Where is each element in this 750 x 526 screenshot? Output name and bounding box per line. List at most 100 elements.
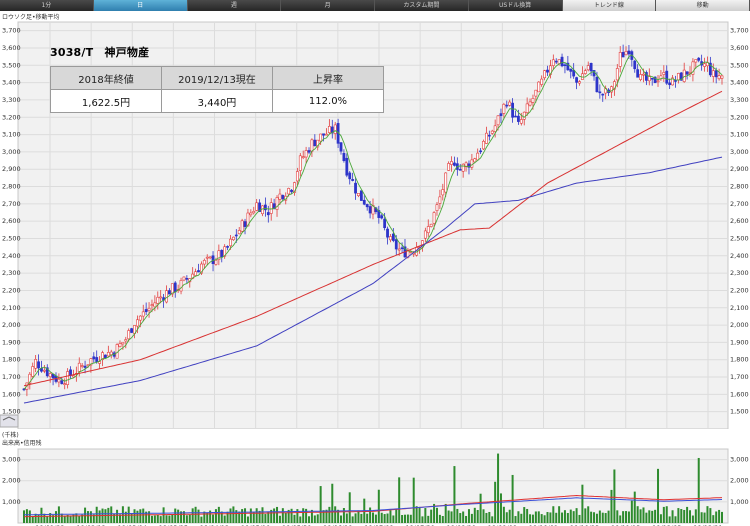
price-tick-label-left: 3,000 <box>2 148 21 156</box>
tab-weekly[interactable]: 週 <box>187 0 282 11</box>
candle-body <box>662 72 666 75</box>
candle-body <box>464 162 468 168</box>
volume-bar <box>662 506 665 523</box>
tab-monthly[interactable]: 月 <box>281 0 375 11</box>
volume-bar <box>578 514 581 523</box>
volume-bar <box>220 511 223 523</box>
header-change-rate: 上昇率 <box>272 66 384 90</box>
candle-body <box>482 141 485 150</box>
volume-bar <box>491 516 494 523</box>
candle-body <box>208 256 212 259</box>
volume-bar <box>95 506 98 523</box>
volume-bar <box>627 511 630 523</box>
candle-body <box>141 311 145 317</box>
price-tick-label-right: 3,100 <box>730 131 749 139</box>
candle-body <box>537 81 541 93</box>
ma-mid-line <box>23 90 723 387</box>
volume-bar <box>357 510 360 523</box>
volume-bar <box>465 515 468 523</box>
volume-bar <box>366 513 369 523</box>
volume-bar <box>249 508 252 523</box>
volume-bar <box>92 514 95 523</box>
volume-bar <box>706 506 709 523</box>
candle-body <box>566 62 570 71</box>
volume-bar <box>270 509 273 523</box>
volume-bar <box>642 507 645 523</box>
price-tick-label-left: 3,400 <box>2 79 21 87</box>
candle-body <box>351 179 355 181</box>
volume-bar <box>177 509 180 523</box>
volume-bar <box>584 508 587 523</box>
price-tick-label-right: 2,100 <box>730 304 749 312</box>
volume-bar <box>441 516 444 523</box>
candle-body <box>234 234 238 237</box>
volume-bar <box>552 506 555 523</box>
value-change-rate: 112.0% <box>272 89 384 113</box>
volume-bar <box>72 514 75 523</box>
volume-bar <box>645 512 648 523</box>
volume-bar <box>104 509 107 523</box>
volume-bar <box>171 514 174 523</box>
price-tick-label-left: 2,500 <box>2 234 21 242</box>
panel-scroll-control[interactable] <box>0 414 19 428</box>
candle-body <box>173 282 177 293</box>
volume-bar <box>444 503 447 523</box>
candle-body <box>499 113 503 116</box>
volume-bar <box>168 515 171 523</box>
volume-bar <box>476 510 479 523</box>
volume-bar <box>369 507 372 523</box>
candle-body <box>304 150 308 158</box>
candle-body <box>202 260 206 265</box>
volume-bar <box>497 453 500 523</box>
candle-body <box>298 155 302 171</box>
volume-bar <box>60 513 63 523</box>
candle-body <box>487 134 491 137</box>
volume-bar <box>383 514 386 523</box>
price-tick-label-right: 2,000 <box>730 321 749 329</box>
volume-bar <box>255 508 258 523</box>
volume-bar <box>691 515 694 523</box>
tab-trendline[interactable]: トレンド線 <box>562 0 657 11</box>
tab-usd-conversion[interactable]: USドル換算 <box>468 0 563 11</box>
candle-body <box>447 163 451 171</box>
candle-body <box>37 361 40 369</box>
volume-bar <box>258 510 261 523</box>
candlesticks <box>22 44 724 397</box>
volume-bar <box>37 514 40 523</box>
candle-body <box>578 81 581 84</box>
candle-body <box>627 50 631 55</box>
volume-bar <box>709 508 712 523</box>
tab-1min[interactable]: 1分 <box>0 0 94 11</box>
candle-body <box>104 354 107 358</box>
price-tick-label-left: 2,700 <box>2 200 21 208</box>
volume-bar <box>558 506 561 523</box>
tab-custom-period[interactable]: カスタム期間 <box>375 0 469 11</box>
volume-bar <box>703 512 706 523</box>
price-tick-label-left: 3,300 <box>2 96 21 104</box>
price-tick-label-right: 3,400 <box>730 79 749 87</box>
price-tick-label-left: 2,300 <box>2 269 21 277</box>
volume-date-tick-label: 19/12/21 <box>693 524 722 526</box>
volume-bar <box>139 509 142 523</box>
volume-grid <box>18 459 728 503</box>
candle-body <box>569 68 573 72</box>
candle-body <box>720 75 724 79</box>
volume-bar <box>130 513 133 523</box>
price-tick-label-right: 1,600 <box>730 390 749 398</box>
volume-bar <box>246 516 249 523</box>
candle-body <box>479 150 483 153</box>
volume-bar <box>212 514 215 523</box>
candle-body <box>266 212 270 216</box>
ma-long-line <box>23 156 723 404</box>
volume-bar <box>398 477 401 523</box>
tab-move[interactable]: 移動 <box>656 0 750 11</box>
volume-bar <box>267 511 270 523</box>
tab-daily[interactable]: 日 <box>93 0 188 11</box>
candle-body <box>168 290 171 295</box>
header-current: 2019/12/13現在 <box>161 66 273 90</box>
volume-bar <box>110 506 113 523</box>
candle-body <box>83 365 87 368</box>
volume-bar <box>712 515 715 523</box>
candle-body <box>365 204 369 208</box>
volume-tick-label-right: 1,000 <box>730 498 749 506</box>
